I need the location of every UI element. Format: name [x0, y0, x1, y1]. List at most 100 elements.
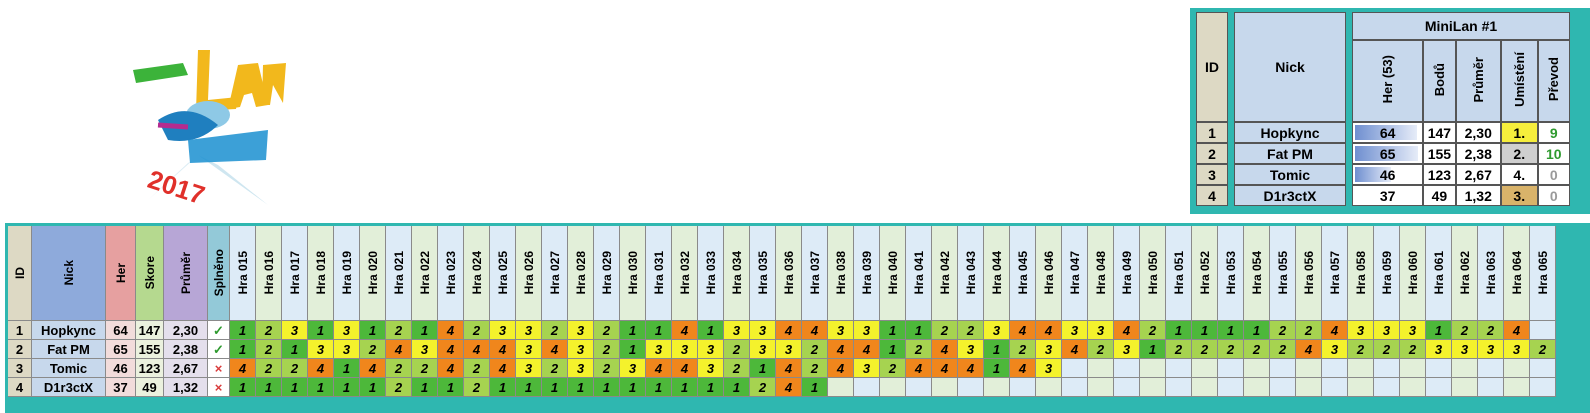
game-score-cell: 4	[776, 378, 802, 397]
grid-header-game: Hra 033	[698, 226, 724, 321]
game-score-cell: 1	[1192, 321, 1218, 340]
grid-header-game: Hra 056	[1296, 226, 1322, 321]
summary-header-nick: Nick	[1234, 12, 1346, 122]
game-score-cell: 4	[854, 340, 880, 359]
game-score-cell: 1	[1244, 321, 1270, 340]
game-score-cell: 2	[594, 359, 620, 378]
game-score-cell: 1	[516, 378, 542, 397]
game-score-cell	[854, 378, 880, 397]
game-score-cell: 1	[750, 359, 776, 378]
game-score-cell: 3	[568, 340, 594, 359]
game-score-cell: 1	[230, 340, 256, 359]
game-score-cell: 1	[334, 378, 360, 397]
game-score-cell: 4	[308, 359, 334, 378]
game-score-cell: 3	[334, 321, 360, 340]
grid-row: 2 Fat PM 65 155 2,38 ✓ 1 2 1 3 3 2 4 3 4 4 4 3 4 3 2 1 3 3 3 2 3 3 2…	[8, 340, 1556, 359]
game-score-cell: 3	[1374, 321, 1400, 340]
game-score-cell	[1400, 359, 1426, 378]
game-score-cell: 1	[542, 378, 568, 397]
game-score-cell: 2	[1348, 340, 1374, 359]
summary-row: 3 Tomic 46 123 2,67 4. 0	[1196, 164, 1570, 185]
grid-prumer: 2,30	[164, 321, 208, 340]
grid-header-game: Hra 037	[802, 226, 828, 321]
summary-header-id: ID	[1196, 12, 1228, 122]
game-score-cell: 4	[828, 359, 854, 378]
game-score-cell: 2	[906, 340, 932, 359]
grid-nick: D1r3ctX	[32, 378, 106, 397]
game-score-cell	[1140, 378, 1166, 397]
check-icon: ✓	[208, 321, 230, 340]
grid-header-game: Hra 024	[464, 226, 490, 321]
game-score-cell	[1530, 378, 1556, 397]
game-score-cell: 2	[594, 340, 620, 359]
summary-umisteni: 2.	[1500, 143, 1538, 164]
grid-header-game: Hra 055	[1270, 226, 1296, 321]
game-score-cell: 3	[646, 340, 672, 359]
summary-umisteni: 3.	[1500, 185, 1538, 206]
grid-header-game: Hra 048	[1088, 226, 1114, 321]
game-score-cell: 2	[724, 340, 750, 359]
game-score-cell: 1	[646, 321, 672, 340]
grid-header-game: Hra 025	[490, 226, 516, 321]
game-score-cell: 2	[1374, 340, 1400, 359]
game-score-cell: 4	[1322, 321, 1348, 340]
grid-header-game: Hra 036	[776, 226, 802, 321]
summary-bodu: 123	[1423, 164, 1456, 185]
game-score-cell: 1	[412, 321, 438, 340]
game-score-cell: 1	[1166, 321, 1192, 340]
game-score-cell: 4	[672, 359, 698, 378]
game-score-cell: 1	[698, 321, 724, 340]
game-score-cell	[1400, 378, 1426, 397]
grid-header-game: Hra 019	[334, 226, 360, 321]
game-score-cell	[828, 378, 854, 397]
grid-header-game: Hra 030	[620, 226, 646, 321]
game-score-cell: 4	[802, 321, 828, 340]
game-score-cell: 3	[516, 359, 542, 378]
summary-her-value: 64	[1379, 124, 1396, 141]
summary-bodu: 155	[1423, 143, 1456, 164]
game-score-cell	[1348, 359, 1374, 378]
game-score-cell	[1218, 378, 1244, 397]
game-score-cell: 4	[1036, 321, 1062, 340]
grid-header-game: Hra 042	[932, 226, 958, 321]
game-score-cell: 3	[516, 321, 542, 340]
game-score-cell: 1	[880, 321, 906, 340]
game-score-cell: 1	[1140, 340, 1166, 359]
game-score-cell: 3	[1478, 340, 1504, 359]
game-score-cell: 3	[1348, 321, 1374, 340]
game-score-cell: 3	[568, 359, 594, 378]
game-score-cell: 2	[360, 340, 386, 359]
game-score-cell: 1	[984, 340, 1010, 359]
summary-header-prumer: Průměr	[1455, 39, 1501, 122]
game-score-cell	[1192, 359, 1218, 378]
grid-prumer: 2,38	[164, 340, 208, 359]
game-score-cell: 3	[568, 321, 594, 340]
summary-prevod: 0	[1537, 164, 1570, 185]
summary-table: ID Nick MiniLan #1 Her (53) Bodů Průměr …	[1196, 12, 1570, 206]
game-score-cell: 3	[412, 340, 438, 359]
grid-prumer: 1,32	[164, 378, 208, 397]
grid-row: 1 Hopkync 64 147 2,30 ✓ 1 2 3 1 3 1 2 1 4 2 3 3 2 3 2 1 1 4 1 3 3 4…	[8, 321, 1556, 340]
grid-header-game: Hra 018	[308, 226, 334, 321]
grid-header-game: Hra 063	[1478, 226, 1504, 321]
her-bar	[1355, 146, 1419, 161]
summary-header-prevod: Převod	[1537, 39, 1570, 122]
game-score-cell	[1530, 359, 1556, 378]
game-score-cell: 4	[230, 359, 256, 378]
minilan-logo: 2017	[133, 50, 286, 210]
summary-panel: ID Nick MiniLan #1 Her (53) Bodů Průměr …	[1190, 8, 1590, 214]
game-score-cell: 4	[542, 340, 568, 359]
game-score-cell: 2	[256, 321, 282, 340]
grid-row: 3 Tomic 46 123 2,67 × 4 2 2 4 1 4 2 2 4 2 4 3 2 3 2 3 4 4 3 2 1 4 2 4…	[8, 359, 1556, 378]
game-score-cell	[1270, 359, 1296, 378]
grid-id: 2	[8, 340, 32, 359]
game-score-cell: 4	[1504, 321, 1530, 340]
grid-header-game: Hra 022	[412, 226, 438, 321]
game-score-cell	[1062, 378, 1088, 397]
game-score-cell: 3	[854, 321, 880, 340]
game-score-cell: 3	[698, 340, 724, 359]
grid-header-game: Hra 029	[594, 226, 620, 321]
grid-header-game: Hra 027	[542, 226, 568, 321]
game-score-cell: 3	[1452, 340, 1478, 359]
summary-her-value: 46	[1379, 166, 1396, 183]
